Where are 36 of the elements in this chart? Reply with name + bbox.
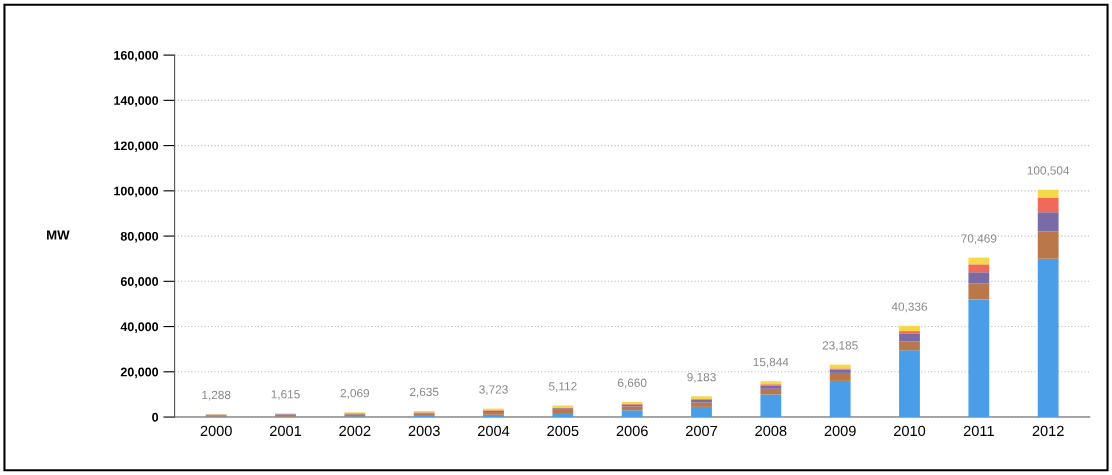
y-tick-label: 80,000: [120, 231, 159, 243]
x-tick-label: 2000: [200, 425, 232, 437]
total-label: 9,183: [687, 372, 716, 383]
y-tick-label: 140,000: [114, 96, 159, 107]
y-tick-label: 160,000: [114, 50, 159, 62]
y-tick-label: 100,000: [114, 186, 159, 198]
y-axis-title: MW: [47, 230, 70, 240]
x-tick-label: 2003: [408, 425, 440, 437]
total-label: 3,723: [479, 385, 508, 396]
total-label: 40,336: [891, 302, 928, 313]
total-label: 15,844: [753, 357, 789, 368]
y-tick-label: 120,000: [114, 141, 159, 153]
total-label: 100,504: [1027, 166, 1070, 177]
x-tick-label: 2008: [755, 425, 787, 437]
total-label: 1,615: [271, 390, 300, 400]
total-label: 1,288: [202, 390, 231, 401]
x-tick-label: 2001: [270, 425, 302, 437]
total-label: 5,112: [548, 382, 577, 392]
y-tick-label: 0: [152, 412, 159, 422]
x-tick-label: 2009: [824, 425, 856, 437]
x-tick-label: 2005: [547, 425, 579, 437]
x-tick-label: 2007: [686, 425, 717, 437]
x-tick-label: 2002: [339, 425, 371, 437]
total-label: 2,069: [340, 389, 370, 399]
x-tick-label: 2006: [616, 425, 648, 437]
total-label: 70,469: [961, 234, 997, 245]
y-tick-label: 40,000: [120, 322, 159, 334]
x-tick-label: 2004: [478, 425, 510, 437]
y-tick-label: 60,000: [120, 277, 159, 288]
total-label: 6,660: [618, 378, 647, 389]
y-tick-label: 20,000: [120, 367, 159, 379]
total-label: 2,635: [410, 387, 439, 398]
x-tick-label: 2012: [1032, 425, 1064, 437]
x-tick-label: 2011: [963, 425, 994, 437]
total-label: 23,185: [822, 341, 858, 351]
x-tick-label: 2010: [894, 425, 926, 437]
